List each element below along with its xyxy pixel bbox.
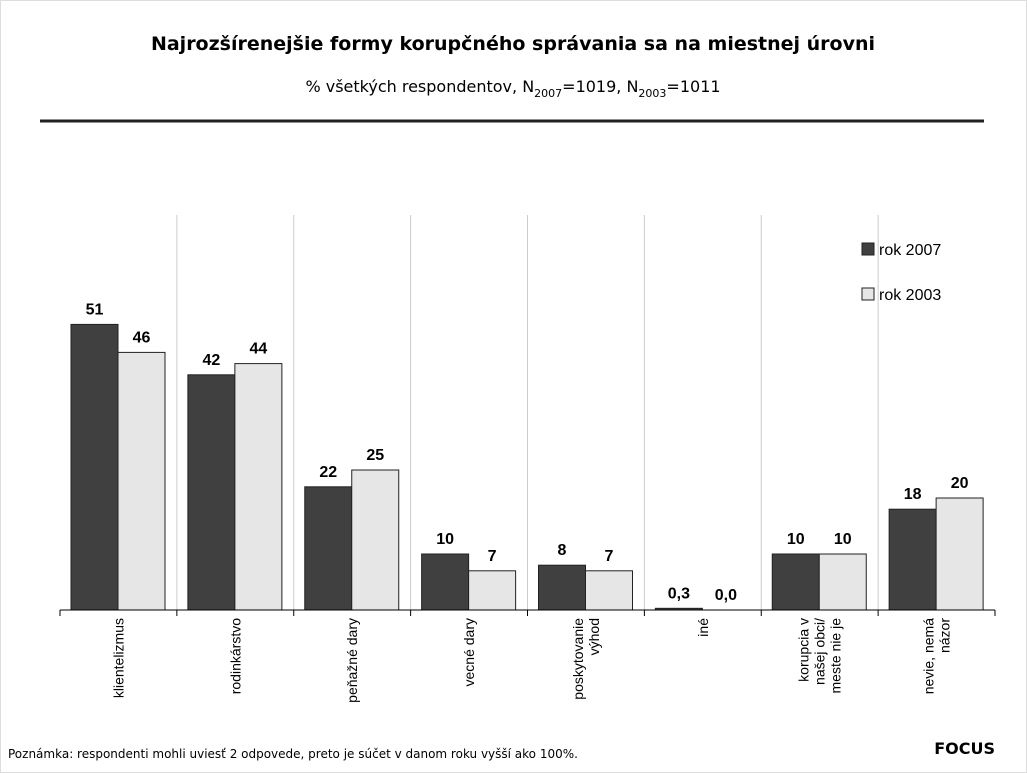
bar [187, 374, 236, 611]
subtitle-sub: 2003 [638, 87, 666, 100]
data-label: 7 [605, 548, 614, 565]
subtitle-part: =1019, N [562, 77, 638, 96]
legend-swatch [861, 242, 875, 256]
x-tick-label: korupcia vnašej obci/meste nie je [796, 618, 844, 694]
bar [70, 323, 119, 611]
bar [117, 351, 166, 611]
data-label: 44 [249, 341, 267, 358]
data-label: 46 [133, 329, 151, 346]
x-tick-label: vecné dary [461, 618, 477, 686]
data-label: 8 [558, 542, 567, 559]
data-label: 18 [904, 486, 922, 503]
subtitle-part: % všetkých respondentov, N [305, 77, 534, 96]
subtitle-sub: 2007 [534, 87, 562, 100]
x-tick-label: poskytovanievýhod [570, 618, 602, 700]
bar [935, 497, 984, 611]
source: FOCUS [934, 739, 995, 758]
bar [351, 469, 400, 611]
subtitle-part: =1011 [666, 77, 720, 96]
chart-subtitle: % všetkých respondentov, N2007=1019, N20… [305, 77, 720, 100]
data-label: 0,3 [668, 585, 690, 602]
data-label: 10 [436, 531, 454, 548]
x-tick-label: klientelizmus [110, 618, 126, 698]
bar [234, 363, 283, 611]
bar [585, 570, 633, 611]
x-tick-label: rodinkárstvo [227, 618, 243, 694]
data-label: 42 [202, 352, 220, 369]
bar [468, 570, 517, 611]
data-label: 7 [488, 548, 497, 565]
x-tick-label: peňažné dary [344, 618, 360, 703]
bar [421, 553, 470, 611]
legend-swatch [861, 287, 875, 301]
bar [304, 486, 353, 611]
data-label: 25 [366, 447, 384, 464]
legend-label: rok 2003 [879, 287, 941, 304]
x-tick-label: iné [695, 618, 711, 637]
data-label: 20 [951, 475, 969, 492]
data-label: 22 [319, 464, 337, 481]
legend-label: rok 2007 [879, 242, 941, 259]
bar [818, 553, 867, 611]
data-label: 0,0 [715, 587, 737, 604]
data-label: 10 [834, 531, 852, 548]
bar [888, 508, 937, 611]
bar [771, 553, 820, 611]
x-tick-label: nevie, nemánázor [921, 618, 953, 695]
chart-title: Najrozšírenejšie formy korupčného správa… [151, 33, 875, 55]
data-label: 51 [86, 301, 104, 318]
bar [538, 564, 586, 611]
data-label: 10 [787, 531, 805, 548]
note: Poznámka: respondenti mohli uviesť 2 odp… [8, 747, 578, 761]
